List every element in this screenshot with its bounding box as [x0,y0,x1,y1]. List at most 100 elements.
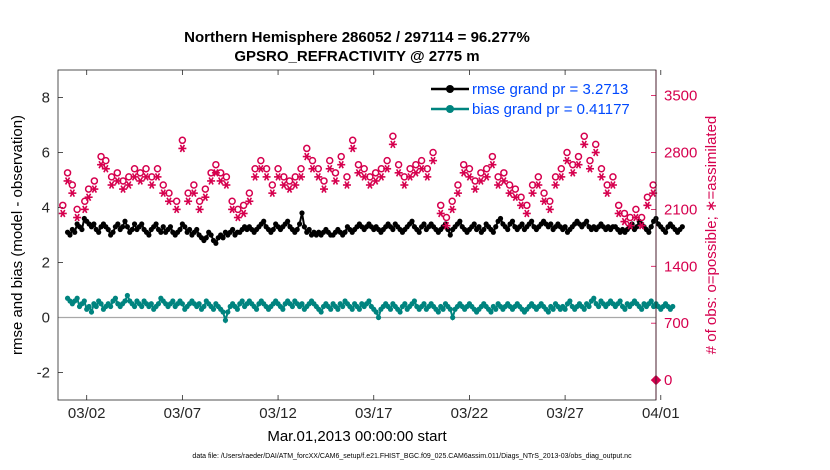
possible-obs-point [195,197,204,206]
rmse-point [139,221,145,227]
assimilated-obs-point [371,177,380,185]
y-right-tick-label: 1400 [664,258,697,275]
x-tick-label: 03/12 [259,405,297,422]
rmse-point [679,224,685,230]
rmse-point [220,235,226,241]
possible-obs-point [436,201,445,210]
assimilated-obs-point [136,177,145,185]
possible-obs-point [540,189,548,197]
possible-obs-point [632,205,640,214]
rmse-point [110,229,116,235]
possible-obs-point [429,148,437,157]
possible-obs-point [274,165,282,173]
x-tick-label: 03/17 [355,405,393,422]
bias-point [356,306,362,312]
bias-point [562,306,568,312]
possible-obs-point [308,156,317,165]
possible-obs-point [371,169,380,177]
rmse-point [182,224,188,230]
bias-point [139,303,145,310]
assimilated-obs-point [101,164,110,173]
assimilated-obs-point [262,173,271,181]
rmse-point [230,226,236,233]
assimilated-obs-point [84,193,93,202]
assimilated-obs-point [211,168,220,177]
possible-obs-point [591,140,600,149]
possible-obs-point [459,160,468,169]
bias-point [210,306,217,312]
rmse-point [548,221,554,227]
assimilated-obs-point [551,181,560,189]
bias-point [387,306,394,312]
rmse-point [96,229,102,235]
bias-point [595,303,602,310]
y-right-tick-label: 3500 [664,88,697,105]
possible-obs-point [406,165,414,173]
y-right-tick-label: 2100 [664,201,697,218]
possible-obs-point [448,197,456,206]
assimilated-obs-point [63,177,72,185]
rmse-point [421,221,427,227]
bias-point [328,306,334,312]
assimilated-obs-point [285,185,294,193]
bias-point [234,306,240,312]
bias-series [64,292,676,324]
y-right-tick-label: 2800 [664,145,697,162]
assimilated-obs-point [251,173,260,181]
possible-obs-point [320,177,328,185]
bias-point [591,295,597,301]
x-tick-label: 03/02 [68,405,106,422]
rmse-point [662,229,669,235]
rmse-point [153,221,159,227]
bias-point [131,303,138,310]
bias-point [349,306,355,312]
rmse-point [409,218,415,224]
y-tick-label: 8 [42,90,50,107]
rmse-point [167,224,174,230]
rmse-point [296,221,303,227]
footer-data-file: data file: /Users/raeder/DAI/ATM_forcXX/… [192,453,632,460]
bias-point [397,309,403,315]
assimilated-obs-point [476,177,485,185]
bias-point [196,301,202,307]
assimilated-obs-point [153,173,162,181]
possible-obs-point [337,152,345,161]
possible-obs-point [222,173,231,181]
rmse-point [562,224,568,230]
assimilated-obs-point [325,164,334,173]
assimilated-obs-point [417,164,426,173]
assimilated-obs-point [189,189,198,198]
assimilated-obs-point [314,173,323,181]
bias-point [225,309,231,315]
assimilated-obs-point [268,189,277,198]
possible-obs-point [113,169,122,177]
bias-point [440,306,446,312]
possible-obs-point [614,201,623,210]
y-right-tick-label: 0 [664,372,672,389]
bias-point [648,298,654,304]
assimilated-obs-point [585,164,594,173]
assimilated-obs-point [406,173,415,181]
rmse-point [285,218,291,224]
bias-point [545,309,551,315]
rmse-point [493,224,499,230]
bias-point [340,303,346,310]
bias-point [567,298,573,304]
possible-obs-point [130,165,139,173]
right-axis: 0 700 1400 2100 2800 3500 [651,70,697,400]
bias-point [98,301,104,307]
rmse-point [115,221,121,227]
assimilated-obs-point [279,181,288,189]
bias-point [335,306,341,312]
assimilated-obs-point [256,164,265,173]
assimilated-obs-point [459,168,468,177]
possible-obs-point [239,201,248,210]
bias-point [318,309,324,315]
possible-obs-point [643,193,652,201]
legend: rmse grand pr = 3.2713 bias grand pr = 0… [431,81,630,118]
possible-obs-point [442,213,451,222]
rmse-point [476,224,482,230]
y-axis-label: rmse and bias (model - observation) [9,115,26,355]
bias-point [550,306,556,312]
possible-obs-point [389,132,397,140]
